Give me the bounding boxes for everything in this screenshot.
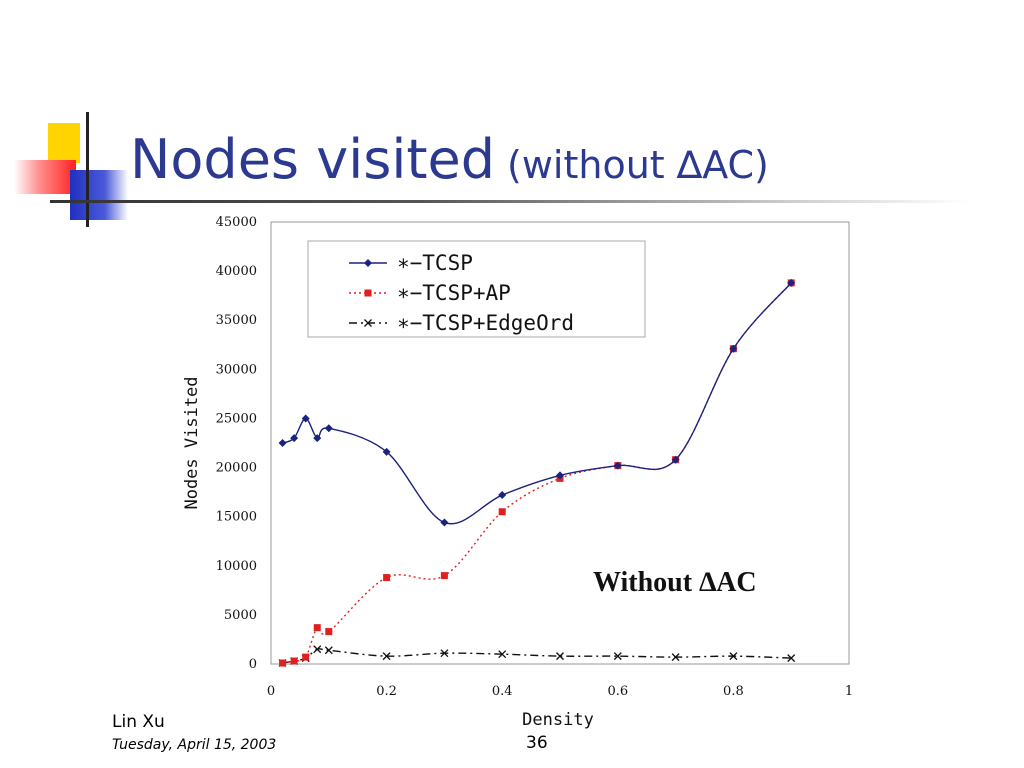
data-point [313, 624, 321, 632]
data-point [279, 659, 287, 667]
y-tick-label: 10000 [216, 559, 257, 574]
data-point [440, 572, 448, 580]
data-point [787, 278, 796, 287]
data-point [313, 645, 322, 654]
series-0 [278, 278, 796, 527]
presentation-date: Tuesday, April 15, 2003 [112, 737, 277, 753]
series-layer [278, 278, 796, 667]
y-tick-label: 20000 [216, 461, 257, 476]
data-point [302, 653, 310, 661]
data-point [787, 654, 796, 663]
legend-items: ∗−TCSP ∗−TCSP+AP ∗−TCSP+EdgeOrd [349, 251, 574, 335]
data-point [382, 652, 391, 661]
decor-vertical-line [86, 112, 89, 227]
y-axis-label: Nodes Visited [182, 376, 202, 509]
data-point [613, 652, 622, 661]
decor-red-square [14, 160, 76, 194]
x-axis-label: Density [522, 710, 594, 730]
slide-title: Nodes visited (without ∆AC) [130, 128, 769, 191]
data-point [383, 574, 391, 582]
author-name: Lin Xu [112, 712, 165, 732]
data-point [290, 657, 298, 665]
legend-label: ∗−TCSP+EdgeOrd [397, 311, 574, 335]
decor-yellow-square [48, 123, 80, 163]
x-tick-label: 1 [845, 684, 853, 699]
data-point [671, 653, 680, 662]
slide-title-sub: (without ∆AC) [507, 143, 769, 187]
title-underline [50, 200, 970, 203]
legend: ∗−TCSP ∗−TCSP+AP ∗−TCSP+EdgeOrd [307, 240, 646, 338]
data-point [671, 455, 680, 464]
data-point [325, 628, 333, 636]
data-point [556, 471, 564, 480]
data-point [556, 652, 564, 661]
legend-label: ∗−TCSP+AP [397, 281, 511, 305]
y-tick-label: 40000 [216, 264, 257, 279]
legend-marker [364, 289, 372, 297]
y-tick-label: 0 [249, 657, 257, 672]
nodes-visited-chart: 0 5000 10000 15000 20000 25000 30000 35000 40000… [182, 215, 853, 730]
y-tick-label: 35000 [216, 313, 257, 328]
x-tick-labels: 0 0.2 0.4 0.6 0.8 1 [267, 684, 853, 699]
data-point [382, 447, 391, 456]
data-point [498, 491, 507, 500]
data-point [290, 434, 299, 443]
chart-annotation: Without ∆AC [593, 567, 757, 598]
data-point [440, 518, 449, 527]
x-tick-label: 0 [267, 684, 275, 699]
y-tick-labels: 0 5000 10000 15000 20000 25000 30000 35000 40000… [216, 215, 257, 672]
data-point [278, 439, 287, 447]
data-point [613, 461, 622, 470]
y-tick-label: 25000 [216, 411, 257, 426]
decor-blue-square [70, 170, 128, 220]
page-number: 36 [526, 733, 548, 753]
legend-marker [364, 319, 372, 327]
x-tick-label: 0.4 [492, 684, 513, 699]
x-tick-label: 0.6 [607, 684, 628, 699]
slide-title-main: Nodes visited [130, 128, 496, 191]
data-point [313, 434, 322, 443]
y-tick-label: 15000 [216, 510, 257, 525]
y-tick-label: 5000 [224, 608, 257, 623]
y-tick-label: 30000 [216, 362, 257, 377]
data-point [301, 414, 310, 423]
data-point [498, 650, 507, 659]
y-tick-label: 45000 [216, 215, 257, 230]
legend-label: ∗−TCSP [397, 251, 473, 275]
data-point [498, 508, 506, 516]
data-point [440, 649, 449, 658]
data-point [729, 344, 738, 353]
data-point [324, 646, 333, 655]
data-point [324, 424, 333, 433]
x-tick-label: 0.2 [376, 684, 397, 699]
data-point [729, 652, 738, 661]
legend-box [307, 240, 646, 338]
x-tick-label: 0.8 [723, 684, 744, 699]
legend-marker [364, 259, 372, 267]
